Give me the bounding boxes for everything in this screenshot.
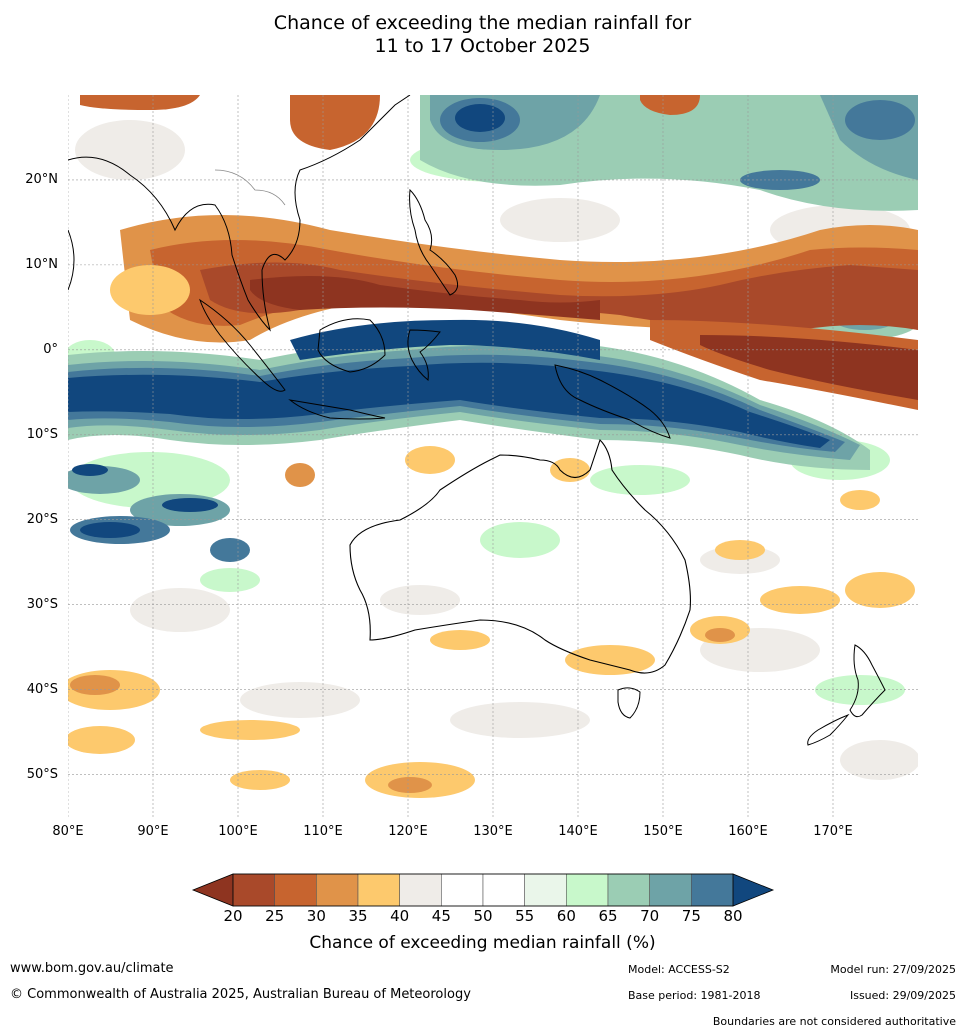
colorbar-tick-label: 70 — [640, 907, 660, 925]
map-field — [68, 95, 918, 817]
colorbar-swatch — [399, 873, 442, 907]
lon-tick-label: 160°E — [728, 824, 768, 839]
lon-tick-label: 140°E — [558, 824, 598, 839]
lat-tick-label: 50°S — [26, 766, 58, 782]
issued-text: Issued: 29/09/2025 — [849, 989, 956, 1002]
sulawesi-outline — [407, 329, 441, 381]
sumatra-outline — [199, 298, 286, 392]
colorbar-outline — [232, 873, 734, 907]
new-zealand-outline — [807, 644, 886, 746]
lat-tick-label: 40°S — [26, 681, 58, 697]
philippines-outline — [409, 188, 459, 296]
colorbar-tick-label: 55 — [515, 907, 535, 925]
lon-tick-label: 130°E — [473, 824, 513, 839]
website-text: www.bom.gov.au/climate — [10, 961, 174, 976]
borneo-outline — [317, 318, 386, 373]
lon-tick-label: 170°E — [813, 824, 853, 839]
colorbar-tick-label: 60 — [556, 907, 576, 925]
lat-tick-label: 20°S — [26, 511, 58, 527]
copyright-text: © Commonwealth of Australia 2025, Austra… — [10, 987, 471, 1002]
colorbar-tick-label: 20 — [223, 907, 243, 925]
colorbar-swatch — [482, 873, 525, 907]
colorbar-title: Chance of exceeding median rainfall (%) — [309, 933, 656, 953]
colorbar-tick-label: 25 — [265, 907, 285, 925]
lat-tick-label: 30°S — [26, 596, 58, 612]
colorbar-swatch — [232, 873, 275, 907]
map-title-line1: Chance of exceeding the median rainfall … — [273, 12, 692, 34]
model-text: Model: ACCESS-S2 — [628, 963, 730, 976]
lat-tick-label: 10°N — [25, 256, 58, 272]
colorbar-over-arrow — [732, 873, 775, 907]
australia-outline — [349, 438, 691, 674]
colorbar-swatch — [607, 873, 650, 907]
colorbar-under-arrow — [191, 873, 234, 907]
colorbar-tick-label: 65 — [598, 907, 618, 925]
colorbar-swatch — [274, 873, 317, 907]
lat-tick-label: 0° — [43, 341, 58, 357]
lat-tick-label: 10°S — [26, 426, 58, 442]
tasmania-outline — [617, 687, 641, 719]
colorbar — [191, 873, 775, 907]
colorbar-swatch — [524, 873, 567, 907]
new-guinea-outline — [554, 364, 671, 439]
base-period-text: Base period: 1981-2018 — [628, 989, 761, 1002]
colorbar-tick-label: 45 — [431, 907, 451, 925]
lon-tick-label: 110°E — [303, 824, 343, 839]
disclaimer-text: Boundaries are not considered authoritat… — [712, 1015, 956, 1028]
colorbar-tick-label: 40 — [390, 907, 410, 925]
lon-tick-label: 120°E — [388, 824, 428, 839]
colorbar-swatch — [566, 873, 609, 907]
lon-tick-label: 80°E — [52, 824, 84, 839]
java-outline — [288, 399, 386, 420]
colorbar-swatch — [357, 873, 400, 907]
asia-mainland-outline — [68, 95, 411, 332]
colorbar-tick-label: 50 — [473, 907, 493, 925]
colorbar-swatch — [649, 873, 692, 907]
colorbar-tick-label: 80 — [723, 907, 743, 925]
lon-tick-label: 90°E — [137, 824, 169, 839]
colorbar-swatch — [691, 873, 734, 907]
colorbar-tick-label: 30 — [306, 907, 326, 925]
colorbar-tick-label: 35 — [348, 907, 368, 925]
lon-tick-label: 100°E — [218, 824, 258, 839]
colorbar-swatch — [441, 873, 484, 907]
lon-tick-label: 150°E — [643, 824, 683, 839]
colorbar-tick-label: 75 — [681, 907, 701, 925]
colorbar-swatch — [316, 873, 359, 907]
model-run-text: Model run: 27/09/2025 — [830, 963, 956, 976]
map-title-line2: 11 to 17 October 2025 — [374, 35, 591, 57]
lat-tick-label: 20°N — [25, 171, 58, 187]
